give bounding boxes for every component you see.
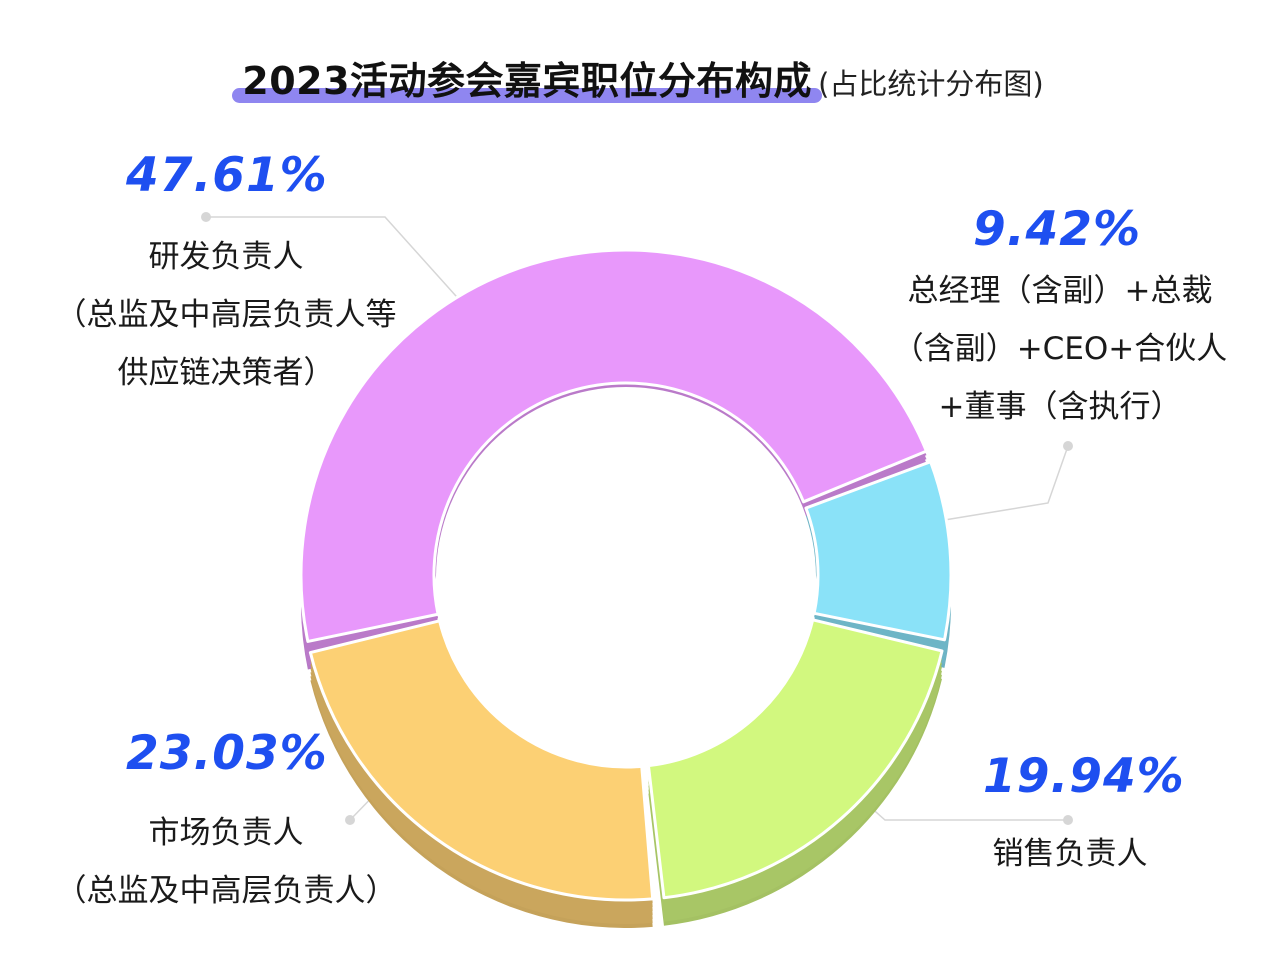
slice-rd: [299, 248, 928, 643]
leader-dot-gm: [1063, 441, 1073, 451]
category-label-line: 供应链决策者）: [117, 355, 335, 391]
chart-title-sub: (占比统计分布图): [818, 67, 1044, 101]
leader-dot-mkt: [345, 815, 355, 825]
percent-label-sales: 19.94%: [983, 749, 1185, 804]
category-label-line: 总经理（含副）+总裁: [907, 273, 1213, 309]
slice-gm: [804, 460, 953, 642]
category-label-line: （总监及中高层负责人等: [55, 297, 397, 333]
chart-title-main: 2023活动参会嘉宾职位分布构成: [232, 50, 823, 105]
leader-dot-rd: [201, 212, 211, 222]
chart-title: 2023活动参会嘉宾职位分布构成 (占比统计分布图): [0, 50, 1280, 105]
category-label-line: （含副）+CEO+合伙人: [892, 331, 1228, 367]
category-label-line: 销售负责人: [992, 836, 1148, 872]
category-label-line: 市场负责人: [148, 815, 304, 851]
category-label-gm: 总经理（含副）+总裁 （含副）+CEO+合伙人 +董事（含执行）: [880, 262, 1240, 436]
donut-hole: [436, 387, 816, 767]
category-label-line: 研发负责人: [148, 239, 304, 275]
category-label-line: （总监及中高层负责人）: [55, 873, 397, 909]
category-label-line: +董事（含执行）: [938, 389, 1182, 425]
category-label-mkt: 市场负责人 （总监及中高层负责人）: [40, 804, 412, 920]
leader-line-rd: [206, 216, 483, 326]
title-highlight: [232, 88, 823, 103]
leader-line-gm: [907, 445, 1069, 527]
percent-label-rd: 47.61%: [126, 148, 328, 203]
category-label-rd: 研发负责人 （总监及中高层负责人等 供应链决策者）: [40, 228, 412, 402]
percent-label-gm: 9.42%: [973, 202, 1142, 257]
slice-mkt: [308, 619, 655, 902]
leader-dot-sales: [1063, 815, 1073, 825]
slice-sales: [646, 618, 944, 900]
category-label-sales: 销售负责人: [960, 825, 1180, 883]
percent-label-mkt: 23.03%: [126, 726, 328, 781]
